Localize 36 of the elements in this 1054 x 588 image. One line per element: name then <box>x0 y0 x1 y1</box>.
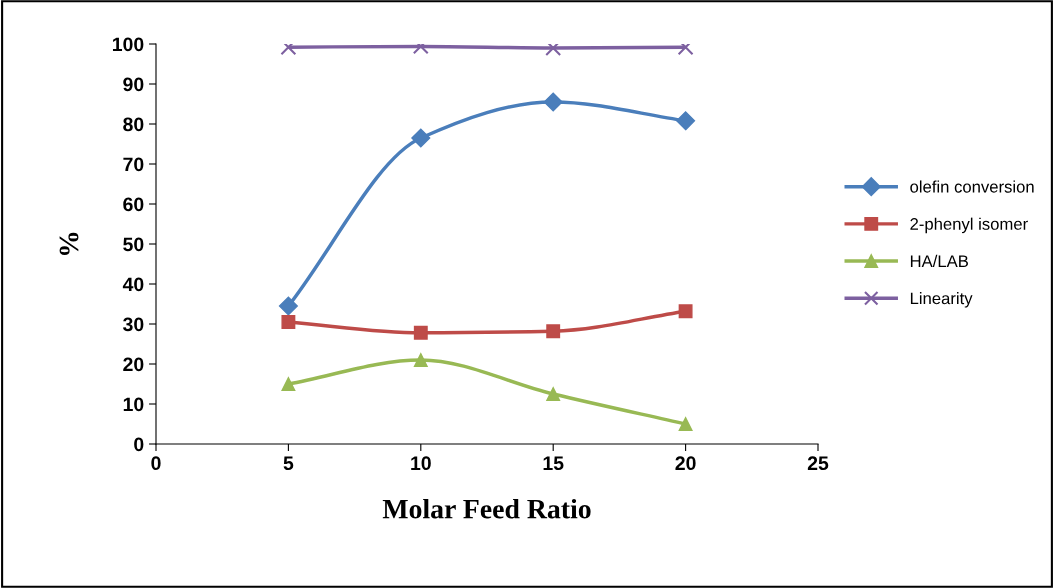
x-tick-label: 20 <box>675 456 696 471</box>
y-tick-label: 30 <box>123 317 144 332</box>
y-tick-label: 20 <box>123 357 144 372</box>
point <box>678 304 693 319</box>
x-axis-title: Molar Feed Ratio <box>382 498 591 519</box>
legend-label: Linearity <box>910 292 973 308</box>
legend-label: olefin conversion <box>910 180 1034 193</box>
x-tick-label: 10 <box>411 456 431 471</box>
y-tick-label: 80 <box>123 117 144 132</box>
y-tick-label: 50 <box>123 237 144 252</box>
point <box>545 44 562 56</box>
y-tick-label: 60 <box>123 197 144 212</box>
y-tick-label: 40 <box>122 277 144 292</box>
x-tick-label: 25 <box>807 456 829 471</box>
point <box>678 417 693 431</box>
point <box>278 296 298 316</box>
x-tick-label: 0 <box>151 456 161 471</box>
x-tick-label: 15 <box>543 456 564 471</box>
point <box>413 325 428 340</box>
y-axis-title: % <box>59 232 79 256</box>
point <box>676 111 696 131</box>
point <box>281 377 296 391</box>
y-tick-label: 70 <box>123 157 144 172</box>
point <box>543 92 563 112</box>
legend-label: HA/LAB <box>910 254 968 268</box>
y-tick-label: 0 <box>134 437 144 452</box>
point <box>546 387 561 401</box>
point <box>546 324 561 339</box>
legend-label: 2-phenyl isomer <box>910 217 1028 234</box>
point <box>411 128 431 148</box>
point <box>281 315 296 329</box>
x-tick-label: 5 <box>283 456 294 471</box>
point <box>413 353 428 367</box>
y-tick-label: 10 <box>123 397 144 412</box>
y-tick-label: 100 <box>112 37 144 52</box>
y-tick-label: 90 <box>123 77 144 92</box>
